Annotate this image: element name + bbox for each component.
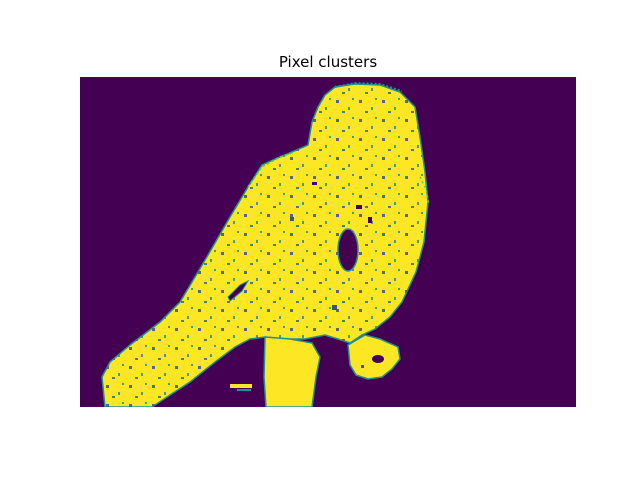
- cluster-map: [80, 77, 576, 407]
- wing-streak: [227, 279, 250, 302]
- back-edge: [247, 152, 293, 188]
- stray-bar: [237, 389, 251, 391]
- plot-title: Pixel clusters: [278, 53, 378, 71]
- stray-bar: [230, 384, 252, 388]
- body-mark: [332, 305, 337, 310]
- eye-hole: [337, 228, 359, 272]
- cluster-image: [80, 77, 576, 407]
- body-mark: [356, 205, 362, 209]
- perch-column: [263, 336, 321, 407]
- body-mark: [290, 217, 294, 221]
- body-mark: [368, 217, 372, 223]
- claw-mark: [361, 365, 364, 368]
- body-mark: [312, 182, 317, 185]
- head-fringe: [334, 81, 403, 92]
- claw-hole: [372, 355, 384, 363]
